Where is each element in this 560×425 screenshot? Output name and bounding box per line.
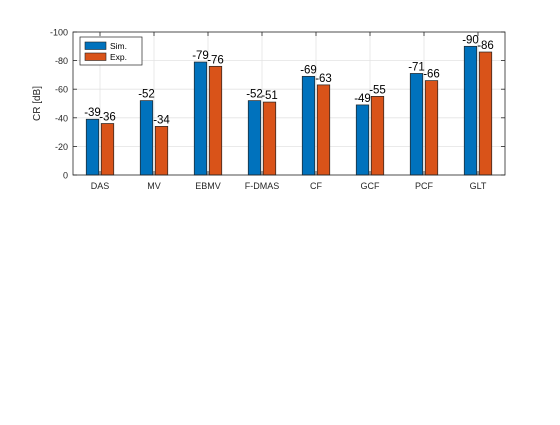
bar-sim-das <box>85 118 100 176</box>
frame-layer: 0 -20 -40 -60 -80 -100 DAS MV EBMV F-DMAS CF GCF PCF… <box>32 28 506 191</box>
data-label: -51 <box>261 90 278 102</box>
legend-swatch <box>84 41 107 50</box>
bars-layer <box>85 45 493 176</box>
bar-exp-gcf <box>370 95 385 176</box>
bar-sim-gcf <box>355 104 370 176</box>
data-label: -52 <box>138 89 155 101</box>
bar-exp-f-dmas <box>262 101 277 176</box>
x-tick-label: PCF <box>415 181 434 191</box>
y-tick-label: -20 <box>55 142 68 152</box>
data-label: -63 <box>315 73 332 85</box>
bar-sim-mv <box>139 100 154 176</box>
plot-frame <box>72 31 506 176</box>
legend-swatch <box>84 52 107 61</box>
bar-exp-das <box>100 123 115 176</box>
y-tick-label: -60 <box>55 85 68 95</box>
data-label: -66 <box>423 69 440 81</box>
bar-sim-glt <box>463 45 478 176</box>
x-tick-label: CF <box>310 181 322 191</box>
data-label: -52 <box>246 89 263 101</box>
bar-sim-f-dmas <box>247 100 262 176</box>
y-tick-label: -100 <box>50 28 68 38</box>
legend-entry: Sim. <box>110 41 127 51</box>
data-label: -69 <box>300 64 317 76</box>
x-tick-label: GCF <box>361 181 381 191</box>
legend: Sim.Exp. <box>79 36 143 66</box>
data-label: -36 <box>99 112 116 124</box>
x-tick-label: GLT <box>470 181 487 191</box>
x-tick-label: MV <box>147 181 161 191</box>
bar-exp-mv <box>154 126 169 176</box>
x-tick-label: EBMV <box>195 181 221 191</box>
data-label: -90 <box>462 34 479 46</box>
data-label: -34 <box>153 114 170 126</box>
data-label: -86 <box>477 40 494 52</box>
y-tick-label: 0 <box>63 171 68 181</box>
data-label: -49 <box>354 93 371 105</box>
y-tick-label: -80 <box>55 56 68 66</box>
y-tick-label: -40 <box>55 113 68 123</box>
x-tick-label: F-DMAS <box>245 181 280 191</box>
bar-sim-pcf <box>409 73 424 176</box>
data-label: -76 <box>207 54 224 66</box>
data-label: -39 <box>84 107 101 119</box>
data-label: -55 <box>369 84 386 96</box>
bar-sim-ebmv <box>193 61 208 176</box>
data-label: -79 <box>192 50 209 62</box>
labels-layer: -39 -52 -79 -52 -69 -49 -71 -90 -36 -34 -76 -51 -63 -… <box>84 34 494 126</box>
x-tick-label: DAS <box>91 181 110 191</box>
legend-entry: Exp. <box>110 52 127 62</box>
bar-sim-cf <box>301 75 316 176</box>
bar-exp-ebmv <box>208 65 223 176</box>
bar-exp-pcf <box>424 80 439 176</box>
bar-exp-cf <box>316 84 331 176</box>
y-axis-label: CR [dB] <box>32 86 43 121</box>
data-label: -71 <box>408 61 425 73</box>
bar-exp-glt <box>478 51 493 176</box>
